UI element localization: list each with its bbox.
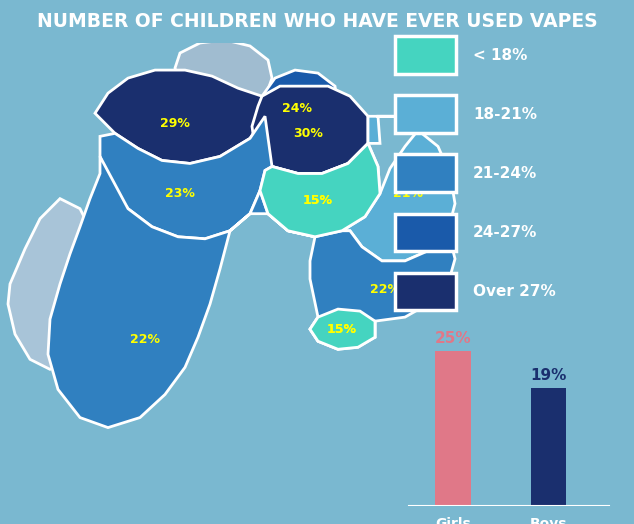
Polygon shape: [310, 309, 375, 350]
Polygon shape: [175, 40, 272, 118]
Text: 24-27%: 24-27%: [473, 225, 537, 240]
Text: Over 27%: Over 27%: [473, 284, 555, 299]
Text: 19%: 19%: [530, 368, 567, 383]
Polygon shape: [260, 144, 380, 237]
Polygon shape: [262, 70, 338, 136]
FancyBboxPatch shape: [395, 95, 456, 133]
Text: NUMBER OF CHILDREN WHO HAVE EVER USED VAPES: NUMBER OF CHILDREN WHO HAVE EVER USED VA…: [37, 12, 597, 31]
Text: Girls: Girls: [436, 517, 471, 524]
Text: 21-24%: 21-24%: [473, 166, 537, 181]
Polygon shape: [100, 116, 272, 239]
FancyBboxPatch shape: [395, 155, 456, 192]
Bar: [531, 388, 566, 506]
Polygon shape: [260, 191, 455, 350]
Text: 15%: 15%: [303, 194, 333, 207]
Polygon shape: [260, 144, 380, 237]
Polygon shape: [342, 116, 455, 261]
Text: 22%: 22%: [370, 282, 400, 296]
Text: 21%: 21%: [393, 187, 423, 200]
Text: 29%: 29%: [160, 117, 190, 130]
Polygon shape: [8, 199, 100, 369]
Text: 15%: 15%: [327, 323, 357, 336]
Text: 15%: 15%: [303, 194, 333, 207]
Polygon shape: [310, 309, 375, 350]
Text: 23%: 23%: [165, 187, 195, 200]
FancyBboxPatch shape: [395, 214, 456, 251]
Polygon shape: [95, 70, 265, 163]
Text: 15%: 15%: [327, 323, 357, 336]
Text: 30%: 30%: [293, 127, 323, 140]
Text: 18-21%: 18-21%: [473, 106, 537, 122]
Text: Boys: Boys: [529, 517, 567, 524]
Polygon shape: [48, 157, 268, 428]
Text: 22%: 22%: [130, 333, 160, 346]
Text: 24%: 24%: [282, 102, 312, 115]
Polygon shape: [252, 86, 368, 173]
Text: < 18%: < 18%: [473, 48, 527, 62]
FancyBboxPatch shape: [395, 272, 456, 310]
Bar: [436, 351, 471, 506]
FancyBboxPatch shape: [395, 36, 456, 74]
Text: 25%: 25%: [435, 331, 472, 346]
